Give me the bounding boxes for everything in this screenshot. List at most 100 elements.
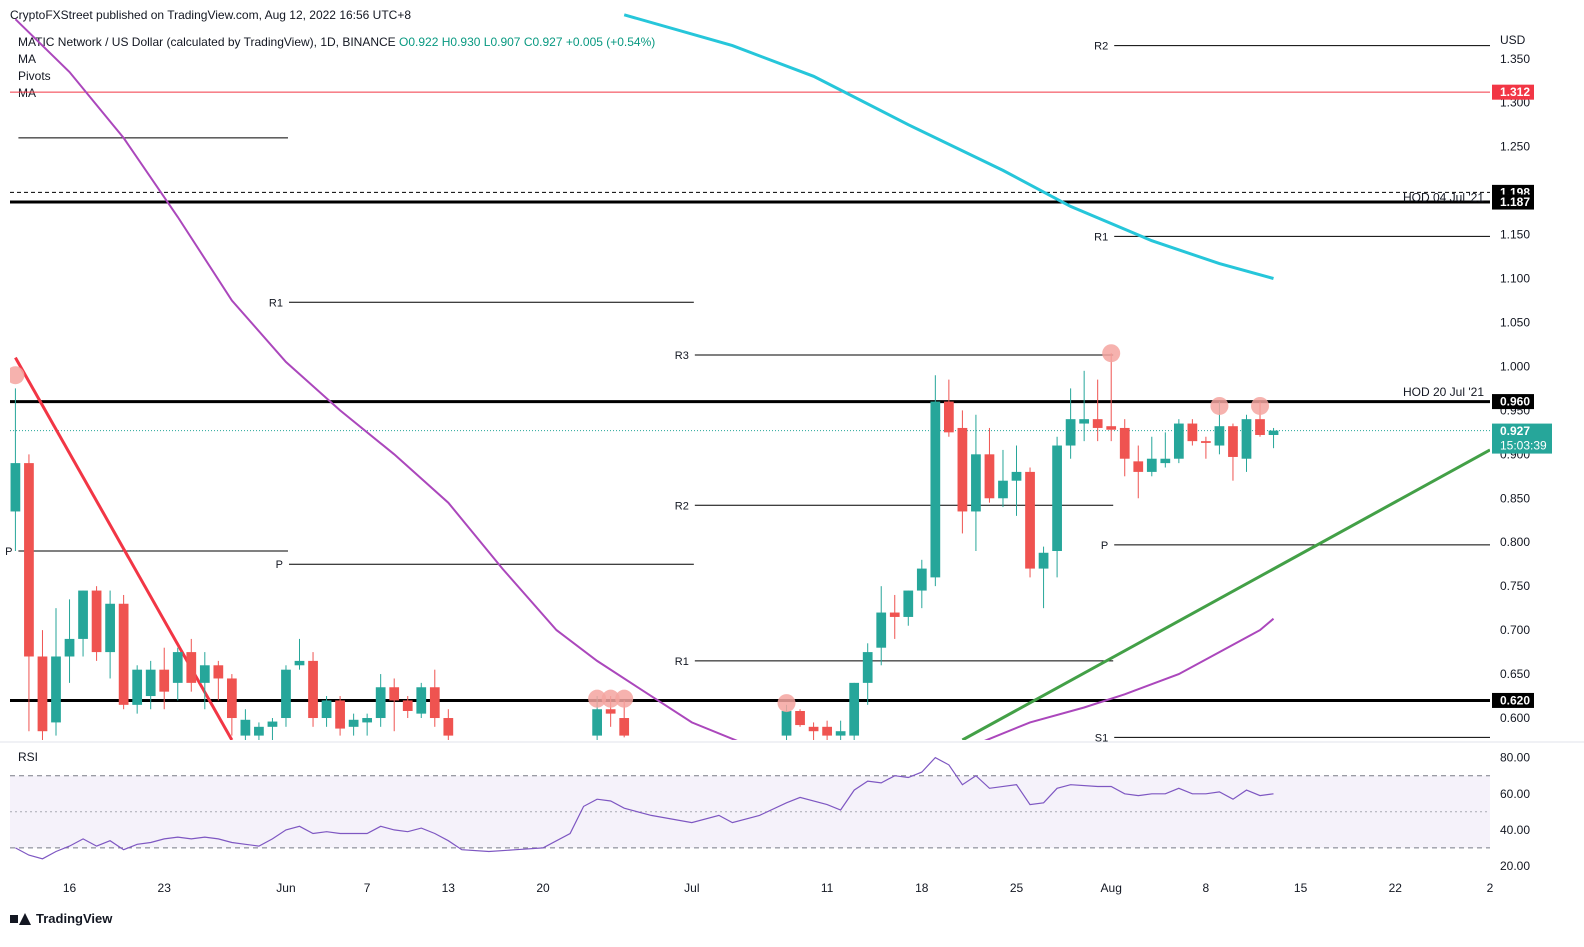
pivot-label: R1 [1094,231,1108,243]
footer-brand: TradingView [10,911,112,926]
price-tick-label: 1.050 [1500,315,1530,329]
ma-fast-line-recent [984,617,1275,740]
price-label-bg [1492,84,1534,100]
price-tick-label: 0.600 [1500,711,1530,725]
candle-body [1173,423,1184,459]
candle [1201,436,1211,459]
date-tick-label: 16 [63,881,77,895]
candle [429,669,440,727]
date-tick-label: 25 [1010,881,1024,895]
candle-body [186,652,197,683]
price-tick-label: 1.000 [1500,359,1530,373]
candle [849,682,860,740]
price-label-bg [1492,394,1534,410]
ma-fast-line [14,18,738,740]
indicator-ma-1: MA [18,52,36,66]
candle [943,379,954,437]
candle-body [226,678,237,719]
candle [254,722,264,740]
candle [159,647,170,710]
candle-body [1228,426,1238,457]
candle-body [24,463,34,657]
pivot-label: R2 [1094,41,1108,53]
candle-body [943,401,954,433]
candle-body [402,700,413,711]
candle-body [619,718,630,736]
highlight-marker [10,366,25,385]
candle [172,647,183,701]
candle [443,709,454,740]
candle [416,682,427,719]
candle [971,414,981,552]
pivot-label: R1 [269,297,283,309]
date-tick-label: 11 [821,881,834,895]
candle [930,375,941,587]
candle-body [1146,458,1157,472]
pivot-label: P [5,546,12,558]
candle-body [1092,419,1103,428]
candle [835,720,846,740]
price-label-bg [1492,692,1534,708]
uptrend-line [961,448,1490,740]
candle-body [91,590,102,653]
highlight-marker [588,689,607,708]
candle [389,678,400,732]
candle [375,674,386,727]
candle-body [1187,423,1198,442]
candle-body [849,682,860,736]
pivot-label: P [1101,540,1108,552]
candle-body [1160,458,1171,464]
candle-body [984,454,995,499]
publisher-line: CryptoFXStreet published on TradingView.… [10,8,412,22]
candle-body [213,665,224,679]
candle-body [172,652,183,683]
candle-body [1201,441,1211,443]
candle [1268,427,1279,449]
candle [1146,436,1157,477]
rsi-line [15,756,1274,860]
candle [1241,414,1252,472]
pivot-label: P [276,559,283,571]
candle-body [808,726,819,732]
candle-body [51,656,61,723]
candle-body [1133,461,1144,472]
rsi-tick-label: 20.00 [1500,859,1530,873]
price-tick-label: 1.100 [1500,272,1530,286]
candle [1092,379,1103,442]
candle-body [795,710,805,726]
candle [1173,419,1184,464]
date-tick-label: 22 [1389,881,1403,895]
candle-body [145,669,156,697]
pivot-label: R3 [675,350,689,362]
candle [105,590,115,679]
date-tick-label: 18 [915,881,929,895]
rsi-tick-label: 60.00 [1500,787,1530,801]
candle-body [903,590,914,617]
candle-body [605,709,616,714]
price-tick-label: 0.800 [1500,535,1530,549]
candle-body [1255,419,1265,435]
price-tick-label: 1.350 [1500,52,1530,66]
candle [795,709,805,727]
candle-body [348,719,359,727]
candle-body [64,638,75,657]
price-label-text: 1.312 [1500,85,1530,99]
candle-body [240,719,251,736]
price-tick-label: 0.850 [1500,491,1530,505]
pivot-label: S1 [1095,732,1108,744]
symbol-legend: MATIC Network / US Dollar (calculated by… [18,35,655,49]
candle [37,630,48,740]
candle-body [105,603,115,653]
candle-body [1025,471,1035,569]
candle-body [957,427,968,512]
candle [335,696,345,736]
date-tick-label: 20 [536,881,550,895]
candle-body [78,590,88,639]
candle [957,410,968,534]
indicator-pivots: Pivots [18,69,51,83]
candle-body [416,687,427,714]
price-label-text: 0.620 [1500,693,1530,707]
candle-body [118,603,129,705]
ohlc-open: O0.922 [399,35,439,49]
